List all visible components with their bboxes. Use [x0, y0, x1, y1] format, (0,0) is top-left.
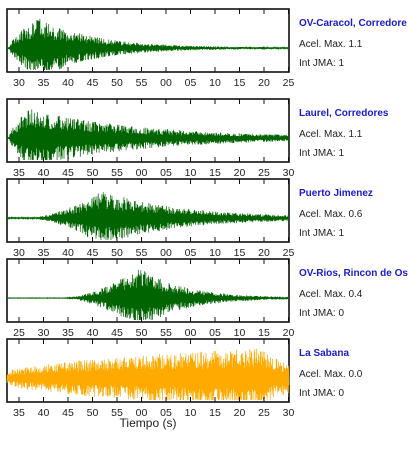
x-tick-label: 45 — [62, 167, 74, 179]
x-tick-label: 40 — [87, 327, 99, 339]
x-tick-label: 00 — [160, 77, 172, 89]
x-tick-label: 20 — [234, 167, 246, 179]
x-tick-label: 40 — [62, 247, 74, 259]
x-tick-label: 15 — [234, 77, 246, 89]
x-tick-label: 35 — [38, 247, 50, 259]
x-tick-label: 05 — [209, 327, 221, 339]
x-tick-label: 30 — [38, 327, 50, 339]
x-tick-label: 50 — [87, 407, 99, 419]
waveform-series — [6, 109, 290, 161]
station-name: OV-Rios, Rincon de Os — [299, 268, 408, 279]
x-tick-label: 30 — [283, 167, 295, 179]
x-tick-label: 25 — [258, 407, 270, 419]
x-tick-label: 45 — [111, 327, 123, 339]
seismogram-panel: 35 40 45 50 55 00 05 10 15 20 25 30 Laurel, Corredor… — [6, 98, 389, 179]
x-tick-label: 25 — [283, 77, 295, 89]
x-tick-label: 25 — [13, 327, 25, 339]
x-tick-label: 50 — [111, 247, 123, 259]
x-tick-label: 15 — [209, 167, 221, 179]
x-tick-label: 55 — [111, 407, 123, 419]
x-tick-label: 30 — [283, 407, 295, 419]
seismogram-panel: 35 40 45 50 55 00 05 10 15 20 25 30 La Sabana Acel. M… — [6, 338, 363, 419]
x-tick-label: 15 — [234, 247, 246, 259]
x-tick-label: 45 — [62, 407, 74, 419]
seismogram-panel: 30 35 40 45 50 55 00 05 10 15 20 25 Puerto Jimenez Ac… — [6, 178, 373, 259]
panel-frame — [6, 258, 290, 323]
station-name: Laurel, Corredores — [299, 108, 389, 119]
x-tick-label: 55 — [136, 247, 148, 259]
int-jma-value: Int JMA: 0 — [299, 388, 344, 399]
station-name: La Sabana — [299, 348, 349, 359]
waveform-series — [6, 348, 290, 401]
x-tick-label: 45 — [87, 247, 99, 259]
waveform-series — [6, 192, 290, 241]
acel-max-value: Acel. Max. 0.0 — [299, 369, 363, 380]
x-tick-label: 10 — [185, 407, 197, 419]
x-tick-label: 55 — [111, 167, 123, 179]
acel-max-value: Acel. Max. 1.1 — [299, 39, 363, 50]
x-tick-label: 00 — [136, 167, 148, 179]
x-tick-label: 35 — [62, 327, 74, 339]
x-tick-label: 30 — [13, 77, 25, 89]
x-tick-label: 05 — [160, 407, 172, 419]
x-tick-label: 25 — [258, 167, 270, 179]
x-tick-label: 10 — [185, 167, 197, 179]
int-jma-value: Int JMA: 1 — [299, 148, 344, 159]
x-tick-label: 05 — [185, 247, 197, 259]
x-tick-label: 05 — [185, 77, 197, 89]
acel-max-value: Acel. Max. 1.1 — [299, 129, 363, 140]
x-tick-label: 45 — [87, 77, 99, 89]
station-name: OV-Caracol, Corredore — [299, 18, 407, 29]
x-tick-label: 15 — [258, 327, 270, 339]
x-tick-label: 55 — [160, 327, 172, 339]
int-jma-value: Int JMA: 1 — [299, 58, 344, 69]
x-tick-label: 40 — [38, 167, 50, 179]
x-tick-label: 00 — [185, 327, 197, 339]
x-tick-label: 35 — [38, 77, 50, 89]
x-tick-label: 25 — [283, 247, 295, 259]
x-tick-label: 10 — [209, 77, 221, 89]
x-axis-label: Tiempo (s) — [120, 416, 177, 430]
seismogram-panel: 25 30 35 40 45 50 55 00 05 10 15 20 OV-Rios, Rincon … — [6, 258, 408, 339]
x-tick-label: 50 — [136, 327, 148, 339]
x-tick-label: 30 — [13, 247, 25, 259]
panel-frame — [6, 8, 290, 73]
x-tick-label: 55 — [136, 77, 148, 89]
seismogram-panel: 30 35 40 45 50 55 00 05 10 15 20 25 OV-Caracol, Corr… — [6, 8, 407, 89]
x-tick-label: 50 — [87, 167, 99, 179]
waveform-series — [6, 18, 290, 71]
x-tick-label: 20 — [234, 407, 246, 419]
x-tick-label: 20 — [258, 247, 270, 259]
int-jma-value: Int JMA: 1 — [299, 228, 344, 239]
x-tick-label: 10 — [234, 327, 246, 339]
station-name: Puerto Jimenez — [299, 188, 373, 199]
x-tick-label: 15 — [209, 407, 221, 419]
int-jma-value: Int JMA: 0 — [299, 308, 344, 319]
waveform-series — [6, 269, 290, 321]
acel-max-value: Acel. Max. 0.4 — [299, 289, 363, 300]
x-tick-label: 50 — [111, 77, 123, 89]
x-tick-label: 40 — [62, 77, 74, 89]
x-tick-label: 40 — [38, 407, 50, 419]
x-tick-label: 35 — [13, 407, 25, 419]
panel-frame — [6, 98, 290, 163]
acel-max-value: Acel. Max. 0.6 — [299, 209, 363, 220]
x-tick-label: 05 — [160, 167, 172, 179]
panel-frame — [6, 178, 290, 243]
x-tick-label: 20 — [283, 327, 295, 339]
x-tick-label: 20 — [258, 77, 270, 89]
x-tick-label: 10 — [209, 247, 221, 259]
x-tick-label: 00 — [136, 407, 148, 419]
x-tick-label: 00 — [160, 247, 172, 259]
x-tick-label: 35 — [13, 167, 25, 179]
